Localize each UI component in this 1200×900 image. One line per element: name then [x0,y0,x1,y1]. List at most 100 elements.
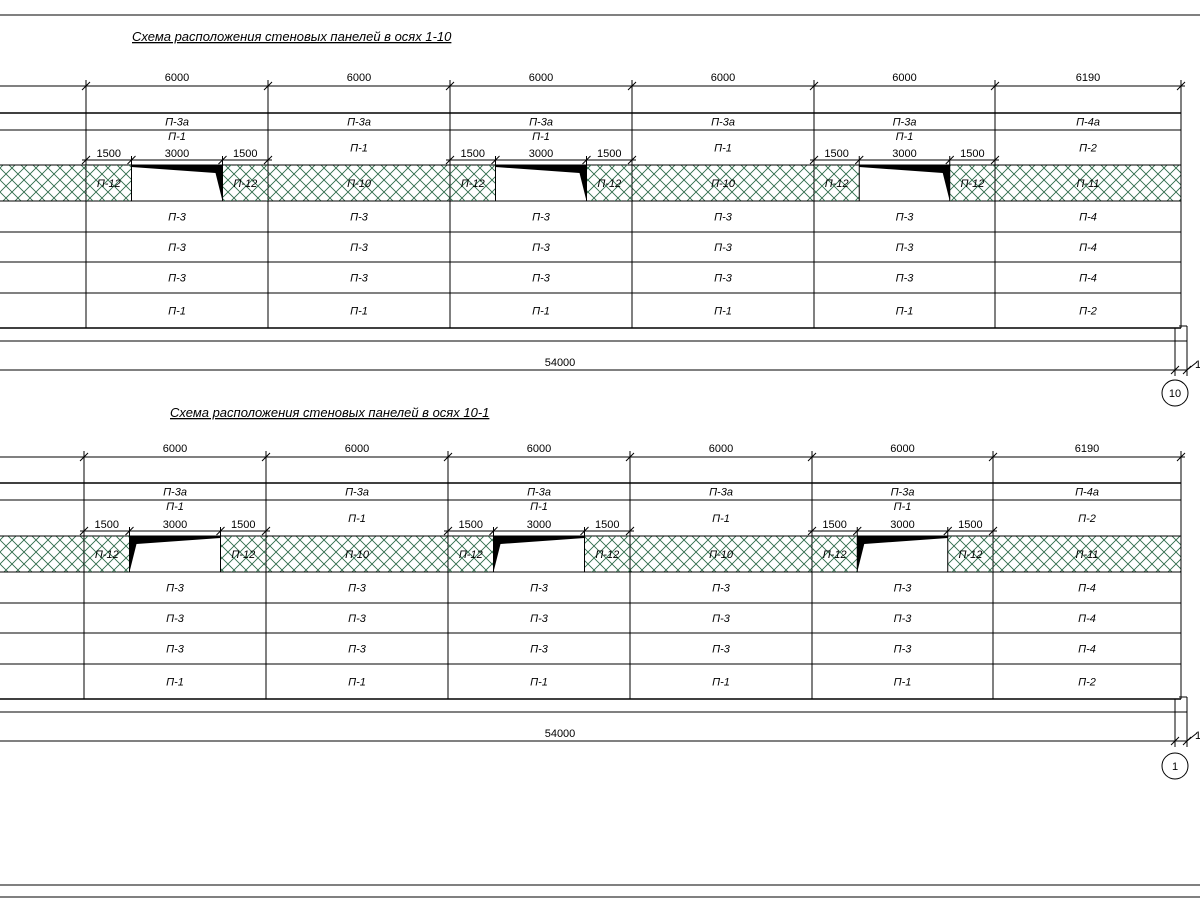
dimension-tick [1176,81,1186,91]
panel-label: П-12 [960,178,984,190]
panel-label: П-1 [348,677,366,689]
panel-label: П-12 [231,549,255,561]
window-dimension: 1500 [97,148,121,160]
hatched-panel [448,536,494,572]
panel-label: П-3 [530,644,549,656]
panel-label: П-4 [1079,212,1097,224]
hatched-panel [0,165,86,201]
panel-label: П-3 [896,273,915,285]
panel-column-3: 6000 П-3а П-1 П-10 П-3 П-3 П-3 П-1 [345,443,453,699]
hatched-panel [630,536,812,572]
window-opening-icon [129,536,221,572]
panel-label: П-3 [530,583,549,595]
hatched-panel [814,165,860,201]
window-dimension: 1500 [459,519,483,531]
panel-column-5: 6000 П-3а П-1 П-10 П-3 П-3 П-3 П-1 [711,72,819,328]
panel-label: П-3 [712,644,731,656]
panel-label: П-1 [712,677,730,689]
hatched-panel [268,165,450,201]
window-dimension: 1500 [595,519,619,531]
panel-column-4: 6000 П-3а П-1 1500 3000 1500 П-12 П-12 П-3 П-3 П-3… [443,443,635,699]
panel-label: П-1 [894,501,912,513]
hatched-panel [450,165,496,201]
panel-label: П-3 [168,273,187,285]
panel-label: П-3а [345,487,369,499]
panel-label: П-3 [532,273,551,285]
panel-label: П-1 [166,677,184,689]
panel-label: П-4а [1076,117,1100,129]
panel-label: П-2 [1078,513,1096,525]
window-dimension: 1500 [960,148,984,160]
column-dimension: 6000 [163,443,187,455]
hatched-panel [84,536,130,572]
column-dimension: 6000 [709,443,733,455]
panel-label: П-1 [532,131,550,143]
hatched-panel [86,165,132,201]
panel-label: П-4а [1075,487,1099,499]
window-dimension: 3000 [529,148,553,160]
panel-column-4: 6000 П-3а П-1 1500 3000 1500 П-12 П-12 П-3 П-3 П-3… [445,72,637,328]
panel-label: П-4 [1078,613,1096,625]
panel-label: П-2 [1079,143,1097,155]
dimension-tick [988,452,998,462]
panel-label: П-3а [527,487,551,499]
panel-label: П-3 [348,583,367,595]
panel-label: П-3 [166,613,185,625]
hatched-panel [586,165,632,201]
panel-label: П-3 [896,212,915,224]
dimension-tick [1170,365,1180,375]
window-dimension: 1500 [95,519,119,531]
panel-label: П-1 [712,513,730,525]
panel-label: П-12 [958,549,982,561]
window-opening-icon [495,165,587,201]
panel-label: П-1 [530,677,548,689]
panel-label: П-10 [709,549,734,561]
panel-label: П-3 [894,644,913,656]
panel-label: П-3 [350,242,369,254]
window-opening-icon [857,536,948,572]
panel-label: П-3 [714,212,733,224]
window-dimension: 3000 [165,148,189,160]
panel-label: П-3а [891,487,915,499]
panel-label: П-3а [709,487,733,499]
drawing-title: Схема расположения стеновых панелей в ос… [132,29,452,44]
panel-label: П-3 [712,583,731,595]
hatched-panel [993,536,1181,572]
column-dimension: 6190 [1076,72,1100,84]
panel-label: П-10 [347,178,372,190]
panel-column-2: 6000 П-3а П-1 1500 3000 1500 П-12 П-12 П-3 П-3 П-3… [79,443,271,699]
window-dimension: 1500 [233,148,257,160]
window-opening-icon [131,165,223,201]
panel-label: П-12 [97,178,121,190]
dimension-leader [1186,361,1198,371]
panel-label: П-11 [1075,549,1098,561]
panel-label: П-1 [896,131,914,143]
column-dimension: 6000 [529,72,553,84]
panel-label: П-12 [595,549,619,561]
panel-label: П-1 [168,131,186,143]
panel-label: П-3 [896,242,915,254]
column-dimension: 6000 [165,72,189,84]
panel-label: П-1 [532,306,550,318]
dimension-tick [261,452,271,462]
panel-label: П-10 [345,549,370,561]
column-dimension: 6000 [711,72,735,84]
axis-marker-label: 1 [1172,761,1178,773]
column-dimension: 6000 [345,443,369,455]
panel-column-6: 6000 П-3а П-1 1500 3000 1500 П-12 П-12 П-3 П-3 П-3… [809,72,1000,328]
end-dimension: 190 [1195,359,1200,371]
column-dimension: 6190 [1075,443,1099,455]
window-dimension: 1500 [822,519,846,531]
panel-label: П-3 [712,613,731,625]
panel-column-3: 6000 П-3а П-1 П-10 П-3 П-3 П-3 П-1 [347,72,455,328]
panel-label: П-3а [529,117,553,129]
axis-marker-circle [1161,379,1189,407]
hatched-panel [222,165,268,201]
panel-label: П-3 [166,644,185,656]
dimension-leader [1186,732,1198,742]
panel-label: П-4 [1079,242,1097,254]
panel-label: П-11 [1076,178,1099,190]
